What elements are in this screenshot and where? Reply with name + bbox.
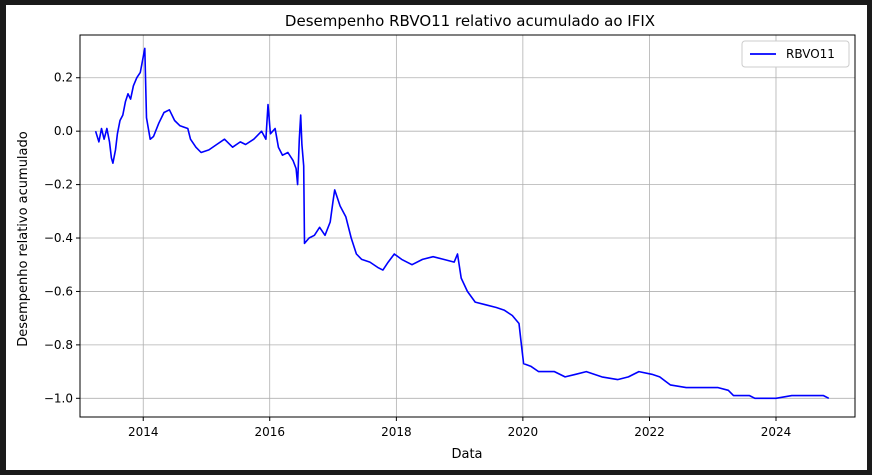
x-tick-label: 2014 (128, 425, 159, 439)
y-tick-label: −0.6 (44, 284, 73, 298)
series-line-rbvo11 (94, 47, 830, 400)
legend-box (741, 40, 850, 68)
x-tick-label: 2020 (508, 425, 539, 439)
y-tick-label: −1.0 (44, 391, 73, 405)
figure: Desempenho RBVO11 relativo acumulado ao … (6, 5, 867, 470)
x-axis: 2014 2016 2018 2020 2022 2024 (128, 417, 791, 439)
y-tick-label: 0.2 (54, 71, 73, 85)
chart-title: Desempenho RBVO11 relativo acumulado ao … (285, 12, 655, 30)
legend-label: RBVO11 (786, 47, 835, 61)
legend: RBVO11 (741, 40, 850, 68)
y-axis-label: Desempenho relativo acumulado (16, 131, 31, 346)
y-tick-label: −0.2 (44, 178, 73, 192)
y-tick-label: −0.4 (44, 231, 73, 245)
x-tick-label: 2024 (761, 425, 792, 439)
y-axis: 0.2 0.0 −0.2 −0.4 −0.6 −0.8 −1.0 (44, 71, 80, 405)
x-tick-label: 2016 (254, 425, 285, 439)
x-tick-label: 2018 (381, 425, 412, 439)
plot-area (79, 34, 856, 418)
series-layer (94, 47, 830, 400)
y-tick-label: 0.0 (54, 124, 73, 138)
y-tick-label: −0.8 (44, 338, 73, 352)
x-tick-label: 2022 (634, 425, 665, 439)
chart: Desempenho RBVO11 relativo acumulado ao … (16, 12, 856, 462)
x-axis-label: Data (451, 447, 482, 462)
grid (80, 35, 855, 417)
